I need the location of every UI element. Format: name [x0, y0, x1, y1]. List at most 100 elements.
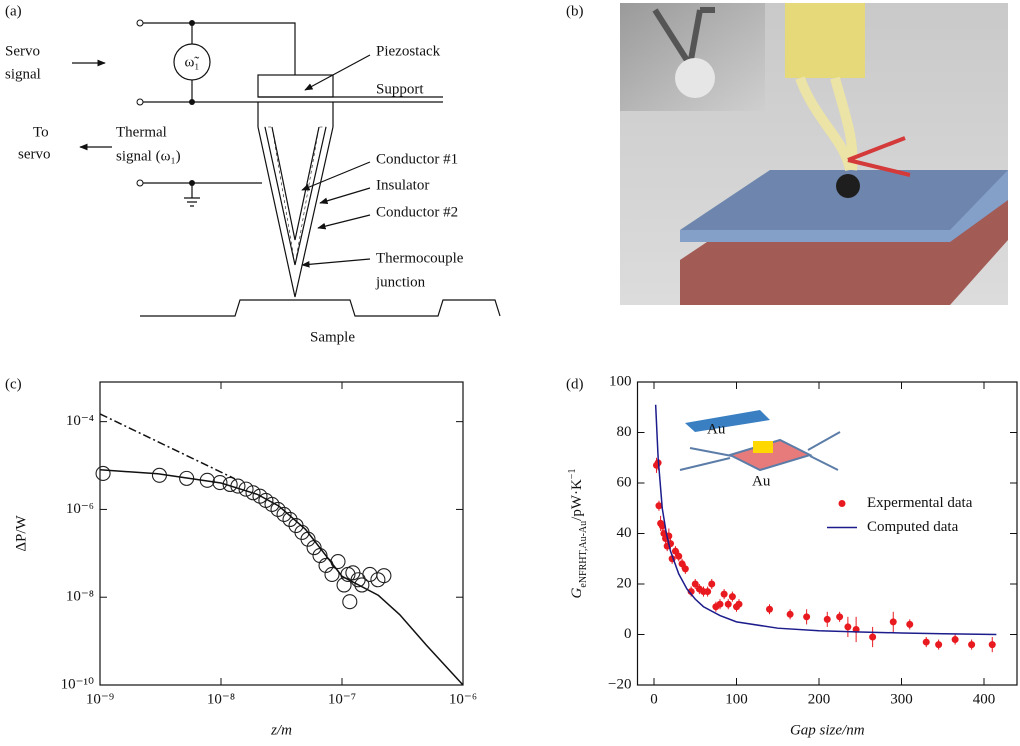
- tip-outer: [257, 126, 334, 298]
- plot-frame: [99, 381, 464, 686]
- panel-b: (b): [566, 3, 1008, 305]
- annotation: Au: [707, 421, 726, 437]
- x-tick-label: 100: [725, 691, 748, 707]
- point: [270, 501, 286, 517]
- point: [655, 502, 663, 510]
- x-tick-label: 10⁻⁶: [449, 691, 477, 707]
- panel-label: (d): [566, 376, 584, 392]
- point: [803, 613, 811, 621]
- y-tick-label: 100: [609, 373, 632, 389]
- point: [687, 588, 695, 596]
- point: [968, 641, 976, 649]
- point: [362, 566, 378, 583]
- laser: [847, 136, 911, 177]
- sem-sphere: [675, 58, 715, 98]
- y-tick-label: 40: [617, 525, 632, 541]
- point: [671, 547, 679, 555]
- arrow: [301, 258, 371, 268]
- point: [276, 506, 292, 522]
- point: [951, 636, 959, 644]
- y-tick-label: 10⁻⁶: [66, 501, 94, 517]
- point: [735, 600, 743, 608]
- y-axis-label-part: G: [569, 587, 585, 598]
- arrow: [317, 214, 371, 230]
- annotation: Au: [752, 473, 771, 489]
- point: [354, 577, 370, 593]
- y-tick-label: 20: [617, 575, 632, 591]
- point: [844, 623, 852, 631]
- point: [766, 605, 773, 613]
- wire: [143, 22, 296, 207]
- source: [173, 43, 211, 81]
- point: [869, 633, 877, 641]
- terminal: [136, 98, 144, 106]
- label: Thermal: [116, 124, 167, 140]
- x-tick-label: 300: [890, 691, 913, 707]
- point: [786, 610, 794, 618]
- terminal: [136, 19, 144, 27]
- point: [376, 568, 392, 584]
- point: [342, 594, 358, 610]
- y-tick-label: 10⁻⁸: [66, 589, 94, 605]
- panel-label: (a): [5, 3, 22, 19]
- insulator-layer: [264, 126, 327, 266]
- point: [922, 638, 930, 646]
- point: [704, 588, 712, 596]
- y-axis-label-part: −1: [567, 469, 578, 480]
- point: [836, 613, 844, 621]
- point: [988, 641, 996, 649]
- point: [330, 553, 346, 570]
- line: [654, 404, 997, 636]
- label: Conductor #2: [376, 204, 458, 220]
- x-tick-label: 0: [650, 691, 658, 707]
- node: [189, 99, 195, 105]
- label: Support: [376, 81, 424, 97]
- legend-key: [838, 500, 846, 507]
- y-tick-label: 10⁻⁴: [66, 413, 94, 429]
- point: [95, 465, 111, 482]
- inset-d: [679, 410, 841, 472]
- line: [99, 469, 464, 686]
- point: [282, 511, 298, 528]
- arrow: [301, 161, 371, 191]
- y-tick-label: 80: [617, 424, 632, 440]
- point: [708, 580, 716, 588]
- legend-label: Expermental data: [867, 495, 973, 511]
- label: junction: [375, 274, 426, 290]
- label: Piezostack: [376, 43, 441, 59]
- y-axis-label: ΔP/W: [13, 515, 29, 552]
- x-tick-label: 200: [808, 691, 831, 707]
- inset-pad: [753, 441, 773, 453]
- point: [720, 590, 728, 598]
- y-tick-label: −20: [608, 676, 631, 692]
- terminal: [136, 179, 144, 187]
- arrow: [304, 54, 371, 91]
- label: Conductor #1: [376, 151, 458, 167]
- support: [257, 96, 443, 127]
- holder: [785, 3, 865, 78]
- label: servo: [18, 146, 51, 162]
- x-tick-label: 10⁻⁷: [328, 691, 356, 707]
- sample: [140, 299, 501, 317]
- node: [189, 20, 195, 26]
- label: Sample: [310, 329, 355, 345]
- line: [99, 413, 236, 480]
- label: Insulator: [376, 177, 429, 193]
- panel-label: (b): [566, 3, 584, 19]
- inset-tip: [685, 410, 770, 432]
- point: [728, 593, 736, 601]
- point: [724, 600, 732, 608]
- point: [716, 600, 724, 608]
- y-tick-label: 0: [624, 626, 632, 642]
- point: [678, 560, 686, 568]
- tip-layers: [264, 126, 327, 266]
- point: [264, 496, 280, 512]
- label: To: [33, 124, 49, 140]
- node: [189, 180, 195, 186]
- label: Servo: [5, 43, 40, 59]
- point: [245, 485, 261, 501]
- y-axis-label-part: /pW·K: [569, 479, 585, 521]
- point: [222, 476, 238, 493]
